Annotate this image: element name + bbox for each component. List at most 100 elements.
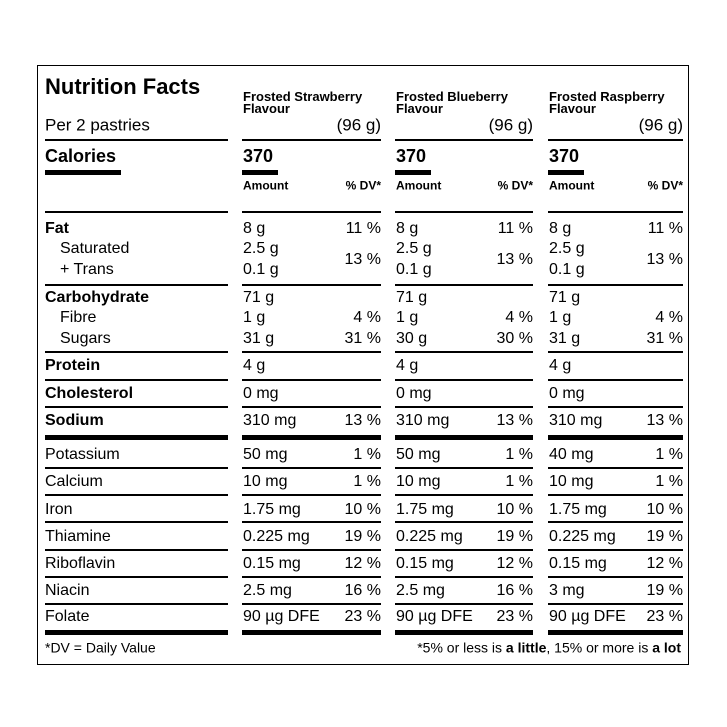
rule xyxy=(242,494,381,496)
rule xyxy=(395,549,533,551)
rule xyxy=(395,434,533,440)
nutrient-label: Iron xyxy=(45,501,73,519)
daily-value: 11 % xyxy=(497,220,533,238)
rule xyxy=(242,284,381,286)
daily-value: 13 % xyxy=(646,412,683,430)
amount: 50 mg xyxy=(243,446,288,464)
rule xyxy=(548,629,683,635)
daily-value: 13 % xyxy=(646,250,683,268)
rule xyxy=(45,284,228,286)
amount-header: Amount xyxy=(396,178,442,193)
rule xyxy=(548,603,683,605)
rule xyxy=(395,521,533,523)
amount: 2.5 mg xyxy=(396,582,445,600)
amount: 40 mg xyxy=(549,446,594,464)
rule xyxy=(45,494,228,496)
rule xyxy=(395,629,533,635)
daily-value: 31 % xyxy=(646,330,683,348)
daily-value: 23 % xyxy=(496,608,533,626)
amount: 1.75 mg xyxy=(243,501,301,519)
rule xyxy=(395,494,533,496)
dv-header: % DV* xyxy=(345,178,381,193)
amount: 30 g xyxy=(396,330,428,348)
amount: 0.15 mg xyxy=(396,555,454,573)
amount: 310 mg xyxy=(396,412,450,430)
nutrient-label: Protein xyxy=(45,357,101,375)
rule xyxy=(45,434,228,440)
nutrient-label: Folate xyxy=(45,608,90,626)
serving: Per 2 pastries xyxy=(45,115,150,135)
amount: 0.15 mg xyxy=(549,555,607,573)
daily-value: 1 % xyxy=(505,473,533,491)
daily-value: 13 % xyxy=(344,250,381,268)
amount: 10 mg xyxy=(396,473,441,491)
rule xyxy=(45,576,228,578)
product-name: Frosted Blueberry Flavour xyxy=(396,89,508,116)
amount: 2.5 g xyxy=(396,240,432,258)
daily-value: 19 % xyxy=(344,528,381,546)
amount: 10 mg xyxy=(243,473,288,491)
nutrient-label: Sodium xyxy=(45,412,104,430)
daily-value: 1 % xyxy=(655,473,683,491)
rule xyxy=(395,576,533,578)
rule xyxy=(242,629,381,635)
rule xyxy=(45,139,228,141)
footnote-left: *DV = Daily Value xyxy=(45,639,156,656)
daily-value: 13 % xyxy=(344,412,381,430)
daily-value: 19 % xyxy=(646,582,683,600)
amount-header: Amount xyxy=(549,178,595,193)
rule xyxy=(395,406,533,408)
rule xyxy=(242,211,381,213)
rule xyxy=(45,351,228,353)
serving-size: (96 g) xyxy=(336,115,381,135)
dv-header: % DV* xyxy=(497,178,533,193)
daily-value: 11 % xyxy=(345,220,381,238)
footnote-part: *5% or less is xyxy=(417,639,506,656)
daily-value: 23 % xyxy=(344,608,381,626)
daily-value: 1 % xyxy=(655,446,683,464)
serving-size: (96 g) xyxy=(638,115,683,135)
rule xyxy=(395,379,533,381)
rule xyxy=(242,603,381,605)
rule xyxy=(242,434,381,440)
daily-value: 1 % xyxy=(505,446,533,464)
rule xyxy=(242,406,381,408)
rule xyxy=(45,379,228,381)
nutrient-label: + Trans xyxy=(60,261,114,279)
nutrient-label: Cholesterol xyxy=(45,385,134,403)
rule xyxy=(242,549,381,551)
daily-value: 30 % xyxy=(496,330,533,348)
rule xyxy=(45,406,228,408)
amount: 0 mg xyxy=(396,385,432,403)
amount: 50 mg xyxy=(396,446,441,464)
rule xyxy=(242,139,381,141)
rule xyxy=(45,211,228,213)
amount: 1.75 mg xyxy=(549,501,607,519)
amount: 1.75 mg xyxy=(396,501,454,519)
rule xyxy=(242,521,381,523)
rule xyxy=(548,379,683,381)
amount: 8 g xyxy=(549,220,572,238)
amount: 1 g xyxy=(243,309,266,327)
rule xyxy=(395,284,533,286)
daily-value: 10 % xyxy=(344,501,381,519)
rule xyxy=(395,139,533,141)
daily-value: 12 % xyxy=(344,555,381,573)
amount: 310 mg xyxy=(549,412,603,430)
calories-bar xyxy=(548,169,584,175)
rule xyxy=(548,576,683,578)
daily-value: 1 % xyxy=(353,446,381,464)
rule xyxy=(395,603,533,605)
amount: 0 mg xyxy=(243,385,279,403)
amount: 2.5 g xyxy=(549,240,585,258)
rule xyxy=(548,521,683,523)
amount: 8 g xyxy=(243,220,266,238)
amount: 1 g xyxy=(396,309,419,327)
label-frame xyxy=(37,65,689,665)
amount: 0.225 mg xyxy=(549,528,616,546)
rule xyxy=(395,211,533,213)
rule xyxy=(242,467,381,469)
rule xyxy=(45,549,228,551)
amount: 4 g xyxy=(549,357,572,375)
nutrient-label: Potassium xyxy=(45,446,120,464)
